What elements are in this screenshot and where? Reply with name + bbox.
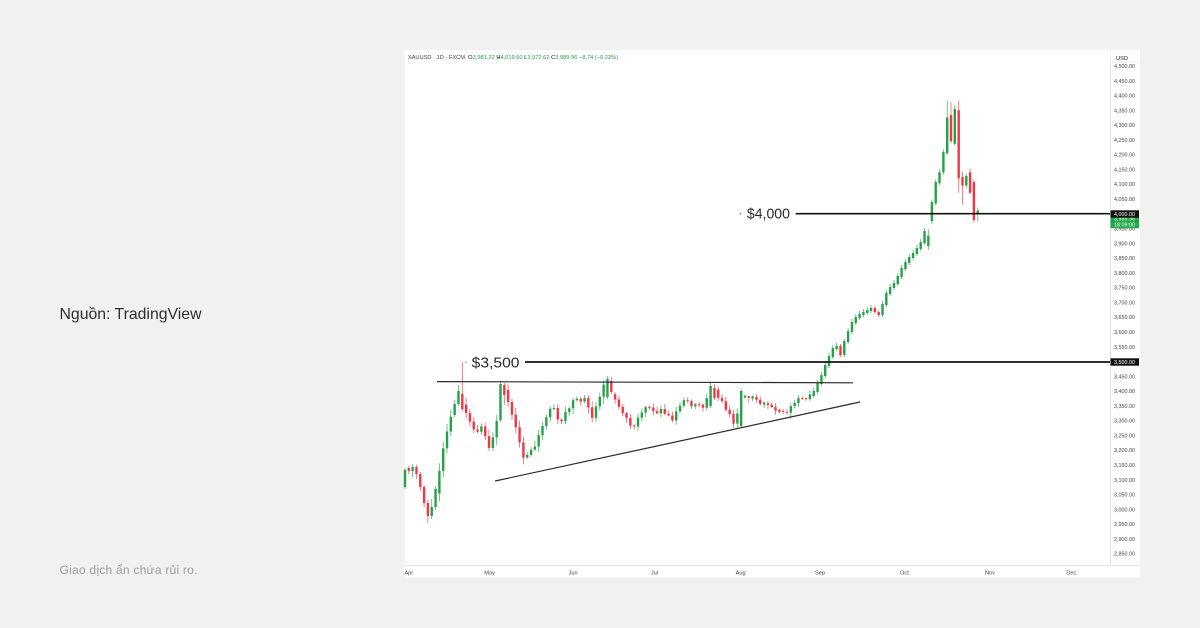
svg-text:$3,500: $3,500 — [472, 355, 520, 372]
svg-text:3,150.00: 3,150.00 — [1114, 463, 1135, 469]
svg-text:18:09:00: 18:09:00 — [1114, 222, 1135, 228]
svg-text:4,450.00: 4,450.00 — [1114, 79, 1135, 85]
svg-text:4,500.00: 4,500.00 — [1114, 64, 1135, 70]
svg-text:2,950.00: 2,950.00 — [1114, 522, 1135, 528]
svg-text:Nguồn: TradingView: Nguồn: TradingView — [60, 306, 203, 323]
svg-text:3,000.00: 3,000.00 — [1114, 507, 1135, 513]
svg-text:4,100.00: 4,100.00 — [1114, 182, 1135, 188]
svg-text:3,800.00: 3,800.00 — [1114, 271, 1135, 277]
svg-text:3,989.96: 3,989.96 — [1114, 217, 1135, 223]
svg-text:XAUUSD · 1D · FXCM O3,981.22: XAUUSD · 1D · FXCM O3,981.22 H4,019.60 L… — [408, 55, 618, 61]
svg-text:3,600.00: 3,600.00 — [1114, 330, 1135, 336]
svg-text:$4,000: $4,000 — [747, 205, 790, 222]
svg-text:4,300.00: 4,300.00 — [1114, 123, 1135, 129]
svg-text:3,400.00: 3,400.00 — [1114, 389, 1135, 395]
svg-text:3,850.00: 3,850.00 — [1114, 256, 1135, 262]
svg-text:3,900.00: 3,900.00 — [1114, 241, 1135, 247]
svg-text:3,950.00: 3,950.00 — [1114, 227, 1135, 233]
svg-text:4,000.00: 4,000.00 — [1114, 212, 1135, 218]
svg-text:3,550.00: 3,550.00 — [1114, 345, 1135, 351]
svg-text:2,900.00: 2,900.00 — [1114, 537, 1135, 543]
svg-text:3,650.00: 3,650.00 — [1114, 315, 1135, 321]
svg-text:4,400.00: 4,400.00 — [1114, 94, 1135, 100]
svg-text:4,200.00: 4,200.00 — [1114, 153, 1135, 159]
svg-text:USD: USD — [1116, 56, 1128, 62]
svg-text:4,050.00: 4,050.00 — [1114, 197, 1135, 203]
svg-text:Aug: Aug — [736, 571, 746, 577]
svg-text:3,250.00: 3,250.00 — [1114, 433, 1135, 439]
svg-text:3,050.00: 3,050.00 — [1114, 493, 1135, 499]
svg-text:4,350.00: 4,350.00 — [1114, 108, 1135, 114]
svg-text:3,350.00: 3,350.00 — [1114, 404, 1135, 410]
svg-text:Jul: Jul — [651, 571, 658, 577]
svg-text:3,450.00: 3,450.00 — [1114, 374, 1135, 380]
svg-text:Sep: Sep — [815, 571, 825, 577]
svg-text:3,700.00: 3,700.00 — [1114, 300, 1135, 306]
svg-text:3,200.00: 3,200.00 — [1114, 448, 1135, 454]
svg-text:Jun: Jun — [569, 571, 578, 577]
svg-text:2,850.00: 2,850.00 — [1114, 552, 1135, 558]
svg-text:3,750.00: 3,750.00 — [1114, 286, 1135, 292]
svg-text:May: May — [484, 571, 495, 577]
svg-text:3,100.00: 3,100.00 — [1114, 478, 1135, 484]
svg-text:Dec: Dec — [1066, 571, 1076, 577]
svg-text:4,250.00: 4,250.00 — [1114, 138, 1135, 144]
svg-text:4,150.00: 4,150.00 — [1114, 168, 1135, 174]
svg-text:3,300.00: 3,300.00 — [1114, 419, 1135, 425]
svg-text:Giao dịch ẩn chứa rủi ro.: Giao dịch ẩn chứa rủi ro. — [60, 563, 198, 577]
svg-text:Oct: Oct — [900, 571, 909, 577]
svg-text:3,500.00: 3,500.00 — [1114, 360, 1135, 366]
svg-text:Apr: Apr — [404, 571, 413, 577]
svg-text:Nov: Nov — [985, 571, 995, 577]
